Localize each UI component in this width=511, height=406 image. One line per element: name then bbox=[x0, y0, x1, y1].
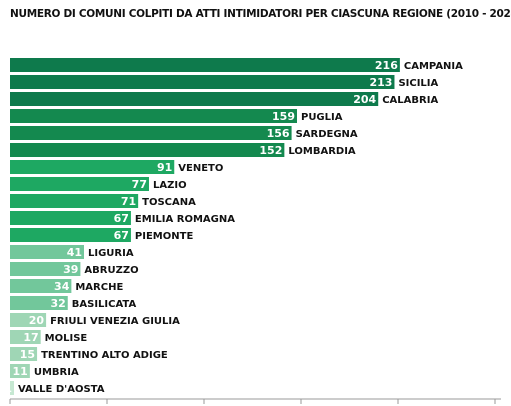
data-label: 67 bbox=[114, 212, 129, 225]
category-label: PIEMONTE bbox=[135, 231, 194, 242]
bar bbox=[10, 279, 72, 293]
category-label: BASILICATA bbox=[72, 299, 137, 310]
bar bbox=[10, 330, 41, 344]
bar-group: 1 VALLE D'AOSTA bbox=[4, 381, 105, 395]
bar bbox=[10, 177, 149, 191]
bar bbox=[10, 92, 379, 106]
bar-group: 15 TRENTINO ALTO ADIGE bbox=[10, 347, 168, 361]
bar-group: 71 TOSCANA bbox=[10, 194, 196, 208]
category-label: MARCHE bbox=[75, 282, 123, 293]
data-label: 91 bbox=[157, 161, 172, 174]
category-label: SICILIA bbox=[398, 78, 438, 89]
data-label: 213 bbox=[369, 76, 392, 89]
category-label: PUGLIA bbox=[301, 112, 343, 123]
category-label: CAMPANIA bbox=[404, 61, 463, 72]
bar-group: 213 SICILIA bbox=[10, 75, 439, 89]
category-label: SARDEGNA bbox=[296, 129, 358, 140]
category-label: VALLE D'AOSTA bbox=[18, 384, 105, 395]
category-label: VENETO bbox=[178, 163, 223, 174]
bar bbox=[10, 347, 38, 361]
bar-group: 20 FRIULI VENEZIA GIULIA bbox=[10, 313, 180, 327]
category-label: EMILIA ROMAGNA bbox=[135, 214, 235, 225]
data-label: 32 bbox=[50, 297, 65, 310]
bar bbox=[10, 313, 47, 327]
category-label: LAZIO bbox=[153, 180, 187, 191]
bar bbox=[10, 160, 175, 174]
bar bbox=[10, 109, 297, 123]
bar bbox=[10, 228, 131, 242]
data-label: 152 bbox=[259, 144, 282, 157]
bar bbox=[10, 194, 139, 208]
bar-group: 11 UMBRIA bbox=[10, 364, 79, 378]
bar bbox=[10, 143, 285, 157]
data-label: 204 bbox=[353, 93, 376, 106]
bar bbox=[10, 126, 292, 140]
bar-group: 32 BASILICATA bbox=[10, 296, 136, 310]
bar-group: 216 CAMPANIA bbox=[10, 58, 463, 72]
bar bbox=[10, 58, 400, 72]
category-label: ABRUZZO bbox=[84, 265, 138, 276]
bar bbox=[10, 381, 14, 395]
category-label: MOLISE bbox=[45, 333, 88, 344]
category-label: LIGURIA bbox=[88, 248, 134, 259]
bar-group: 77 LAZIO bbox=[10, 177, 187, 191]
category-label: CALABRIA bbox=[382, 95, 438, 106]
data-label: 20 bbox=[29, 314, 45, 327]
data-label: 156 bbox=[267, 127, 290, 140]
data-label: 216 bbox=[375, 59, 398, 72]
data-label: 17 bbox=[23, 331, 38, 344]
bar bbox=[10, 296, 68, 310]
bar bbox=[10, 364, 30, 378]
bar bbox=[10, 75, 395, 89]
bar-group: 152 LOMBARDIA bbox=[10, 143, 356, 157]
bar-group: 17 MOLISE bbox=[10, 330, 87, 344]
bar-group: 41 LIGURIA bbox=[10, 245, 134, 259]
bar-group: 91 VENETO bbox=[10, 160, 223, 174]
data-label: 77 bbox=[132, 178, 147, 191]
bar-group: 34 MARCHE bbox=[10, 279, 123, 293]
bar bbox=[10, 211, 131, 225]
bar bbox=[10, 262, 81, 276]
data-label: 159 bbox=[272, 110, 295, 123]
bar-group: 204 CALABRIA bbox=[10, 92, 438, 106]
category-label: TRENTINO ALTO ADIGE bbox=[41, 350, 168, 361]
data-label: 11 bbox=[13, 365, 28, 378]
data-label: 39 bbox=[63, 263, 78, 276]
category-label: UMBRIA bbox=[34, 367, 79, 378]
data-label: 67 bbox=[114, 229, 129, 242]
bar-group: 67 PIEMONTE bbox=[10, 228, 193, 242]
data-label: 1 bbox=[4, 382, 12, 395]
data-label: 41 bbox=[67, 246, 82, 259]
bar bbox=[10, 245, 85, 259]
category-label: FRIULI VENEZIA GIULIA bbox=[50, 316, 180, 327]
category-label: LOMBARDIA bbox=[288, 146, 356, 157]
bar-group: 67 EMILIA ROMAGNA bbox=[10, 211, 235, 225]
chart-title: NUMERO DI COMUNI COLPITI DA ATTI INTIMID… bbox=[10, 8, 511, 20]
data-label: 15 bbox=[20, 348, 35, 361]
data-label: 34 bbox=[54, 280, 70, 293]
bar-group: 156 SARDEGNA bbox=[10, 126, 358, 140]
bar-group: 159 PUGLIA bbox=[10, 109, 343, 123]
data-label: 71 bbox=[121, 195, 136, 208]
bar-group: 39 ABRUZZO bbox=[10, 262, 139, 276]
category-label: TOSCANA bbox=[142, 197, 196, 208]
